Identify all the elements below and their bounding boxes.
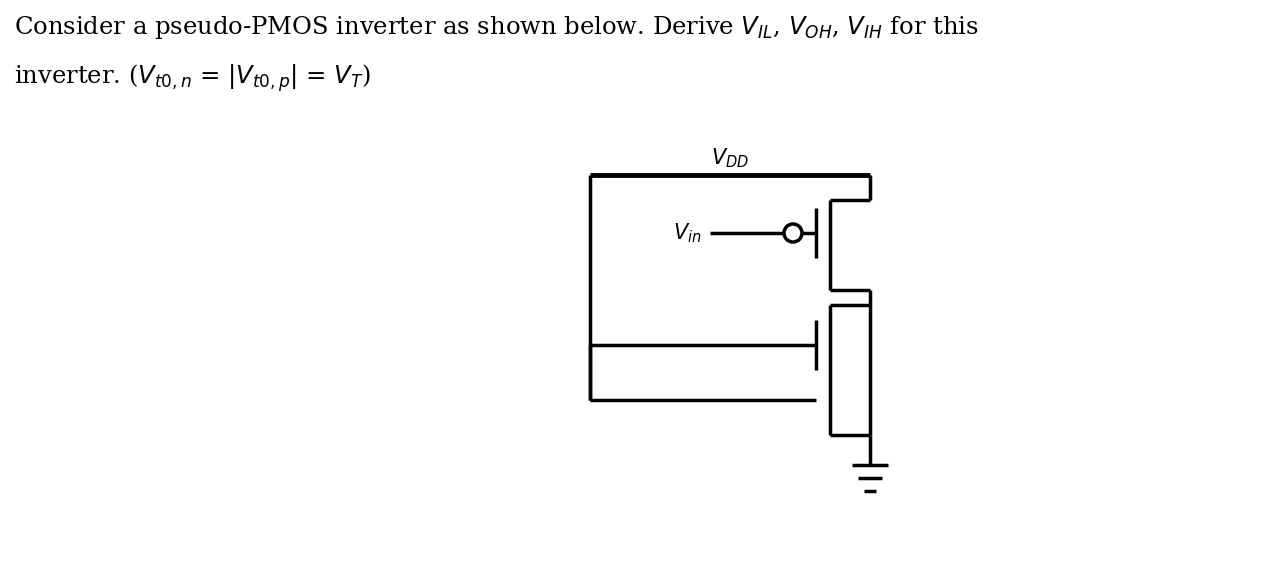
Text: $\mathit{V}_{in}$: $\mathit{V}_{in}$: [673, 221, 703, 245]
Text: Consider a pseudo-PMOS inverter as shown below. Derive $\mathit{V}_{\mathit{IL}}: Consider a pseudo-PMOS inverter as shown…: [14, 14, 979, 41]
Text: $\mathit{V}_{DD}$: $\mathit{V}_{DD}$: [711, 146, 748, 170]
Text: inverter. ($\mathit{V}_{\mathit{t0,n}}$ = $|\mathit{V}_{\mathit{t0,p}}|$ = $\mat: inverter. ($\mathit{V}_{\mathit{t0,n}}$ …: [14, 62, 371, 94]
